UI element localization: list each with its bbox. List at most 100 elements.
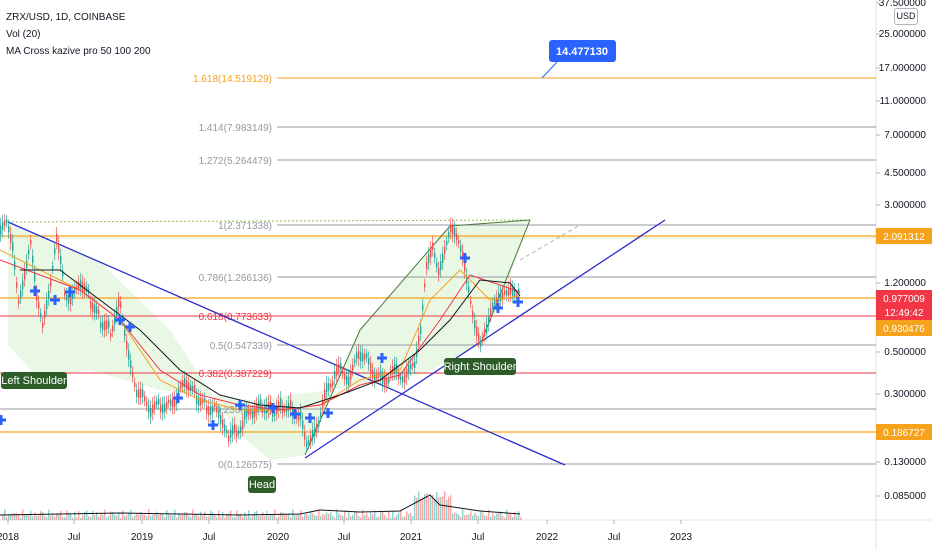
label-head-text: Head [249, 479, 275, 491]
price-tag-text: 2.091312 [883, 232, 925, 243]
y-tick-label: 25.000000 [879, 29, 927, 40]
volume-bar [66, 510, 68, 520]
volume-bar [288, 513, 290, 520]
signal-cross-marker [125, 322, 135, 332]
volume-bar [314, 515, 316, 520]
price-tag[interactable]: 0.186727 [876, 424, 932, 440]
x-tick-label: Jul [68, 532, 81, 543]
currency-badge[interactable]: USD [894, 8, 918, 25]
volume-bar [378, 516, 380, 520]
volume-bar [34, 512, 36, 520]
target-callout-box [549, 40, 616, 62]
fib-level-label: 0.382(0.387229) [199, 369, 272, 380]
volume-bar [24, 514, 26, 520]
volume-bar [128, 513, 130, 520]
volume-bar [160, 513, 162, 520]
pattern-rise-2 [359, 225, 451, 331]
volume-bar [174, 509, 176, 520]
volume-bar [272, 514, 274, 520]
volume-bar [494, 515, 496, 520]
volume-bar [150, 515, 152, 520]
volume-bar [176, 517, 178, 520]
volume-bar [216, 517, 218, 520]
volume-bar [52, 513, 54, 520]
volume-bar [98, 516, 100, 520]
volume-bar [432, 495, 434, 520]
volume-bar [458, 514, 460, 520]
fib-level-label: 1.618(14.519129) [193, 74, 272, 85]
volume-bar [384, 514, 386, 520]
volume-bar [140, 511, 142, 520]
volume-bar [516, 516, 518, 520]
volume-bar [430, 497, 432, 520]
price-tag[interactable]: 0.977009 [876, 290, 932, 306]
volume-bar [334, 517, 336, 520]
volume-bar [212, 511, 214, 520]
volume-bar [100, 513, 102, 520]
volume-bar [332, 515, 334, 520]
x-tick-label: 2020 [267, 532, 290, 543]
label-left-shoulder-text: Left Shoulder [1, 375, 67, 387]
price-tag[interactable]: 0.930476 [876, 320, 932, 336]
volume-bar [316, 515, 318, 520]
volume-bar [520, 517, 522, 520]
volume-bar [194, 514, 196, 520]
signal-cross-marker [268, 403, 278, 413]
volume-bar [462, 509, 464, 520]
volume-bar [396, 514, 398, 520]
volume-bar [478, 516, 480, 520]
target-callout[interactable]: 14.477130 [541, 40, 616, 79]
price-tag-text: 0.186727 [883, 428, 925, 439]
volume-bar [190, 517, 192, 520]
volume-bar [2, 515, 4, 520]
volume-bar [354, 511, 356, 520]
volume-bar [400, 509, 402, 520]
volume-bar [340, 514, 342, 520]
volume-bar [326, 512, 328, 520]
legend-volume[interactable]: Vol (20) [6, 29, 41, 40]
volume-bar [168, 513, 170, 520]
y-tick-label: 0.500000 [884, 347, 926, 358]
volume-bar [372, 514, 374, 520]
volume-bar [386, 517, 388, 520]
volume-bar [62, 516, 64, 520]
volume-bar [134, 515, 136, 520]
volume-bar [310, 510, 312, 520]
volume-bar [338, 513, 340, 520]
volume-bar [90, 517, 92, 520]
volume-bar [30, 510, 32, 520]
neckline-dotted [7, 219, 531, 223]
volume-bar [328, 513, 330, 520]
volume-bar [262, 511, 264, 520]
volume-bar [180, 515, 182, 520]
x-tick-label: Jul [203, 532, 216, 543]
volume-bar [202, 515, 204, 520]
volume-bar [486, 516, 488, 520]
volume-bar [278, 515, 280, 520]
volume-bar [200, 511, 202, 520]
price-scale[interactable] [876, 0, 932, 550]
volume-bar [330, 512, 332, 520]
volume-bar [344, 510, 346, 520]
price-tag[interactable]: 12:49:42 [876, 304, 932, 320]
volume-bar [122, 510, 124, 520]
volume-bar [348, 512, 350, 520]
volume-bar [110, 511, 112, 520]
volume-bar [252, 515, 254, 520]
volume-bar [214, 515, 216, 520]
volume-bar [358, 515, 360, 520]
price-tag[interactable]: 2.091312 [876, 228, 932, 244]
volume-bar [44, 515, 46, 520]
volume-bar [92, 510, 94, 520]
fib-level-label: 0(0.126575) [218, 460, 272, 471]
volume-bar [146, 515, 148, 520]
volume-bar [38, 515, 40, 520]
volume-bar [418, 491, 420, 520]
volume-bar [74, 511, 76, 520]
volume-bar [496, 513, 498, 520]
legend-symbol[interactable]: ZRX/USD, 1D, COINBASE [6, 12, 126, 23]
legend-ma-cross[interactable]: MA Cross kazive pro 50 100 200 [6, 46, 151, 57]
label-right-shoulder: Right Shoulder [444, 358, 517, 375]
